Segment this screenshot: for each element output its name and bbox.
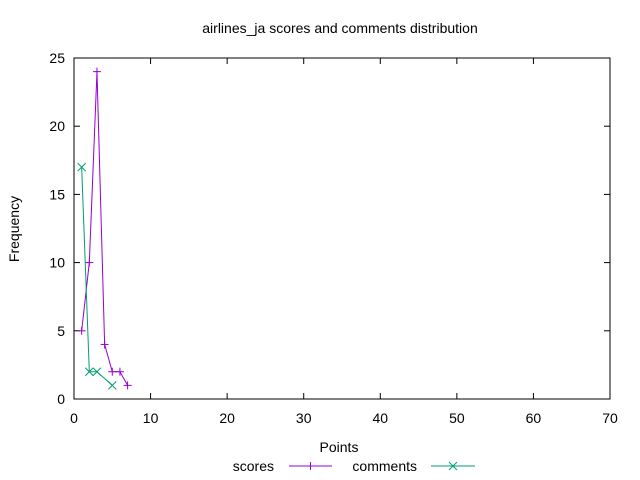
data-point-scores	[77, 326, 86, 335]
data-point-scores	[92, 67, 101, 76]
data-point-scores	[123, 381, 132, 390]
data-point-scores	[85, 258, 94, 267]
data-point-scores	[115, 367, 124, 376]
series-scores	[77, 67, 132, 390]
series-line-comments	[81, 167, 113, 386]
data-point-scores	[108, 367, 117, 376]
y-tick-label: 0	[57, 391, 65, 407]
data-point-comments	[92, 367, 102, 377]
x-tick-label: 70	[602, 410, 618, 426]
data-point-comments	[107, 381, 117, 390]
y-tick-label: 5	[57, 323, 65, 339]
x-tick-label: 50	[449, 410, 465, 426]
x-tick-label: 0	[70, 410, 78, 426]
legend-label: comments	[352, 458, 417, 474]
y-axis: 0 5 10 15 20 25	[49, 50, 610, 407]
x-tick-label: 20	[219, 410, 235, 426]
legend-item-scores: scores	[233, 458, 332, 474]
x-axis-label: Points	[320, 439, 359, 455]
y-tick-label: 10	[49, 255, 65, 271]
legend-marker	[306, 462, 315, 470]
y-axis-label: Frequency	[6, 196, 22, 262]
x-tick-label: 40	[372, 410, 388, 426]
chart-title: airlines_ja scores and comments distribu…	[202, 20, 477, 36]
x-axis: 0 10 20 30 40 50 60 70	[70, 58, 618, 426]
x-tick-label: 10	[143, 410, 159, 426]
data-point-comments	[84, 367, 94, 377]
legend-item-comments: comments	[352, 458, 475, 474]
y-tick-label: 25	[49, 50, 65, 66]
y-tick-label: 20	[49, 118, 65, 134]
y-tick-label: 15	[49, 186, 65, 202]
legend-marker	[448, 461, 458, 471]
series-comments	[77, 162, 117, 390]
x-tick-label: 60	[526, 410, 542, 426]
x-tick-label: 30	[296, 410, 312, 426]
data-point-scores	[100, 340, 109, 349]
legend-label: scores	[233, 458, 274, 474]
legend: scores comments	[233, 458, 475, 474]
plot-frame	[73, 57, 611, 400]
data-point-comments	[77, 162, 87, 172]
series-layer	[77, 67, 132, 390]
